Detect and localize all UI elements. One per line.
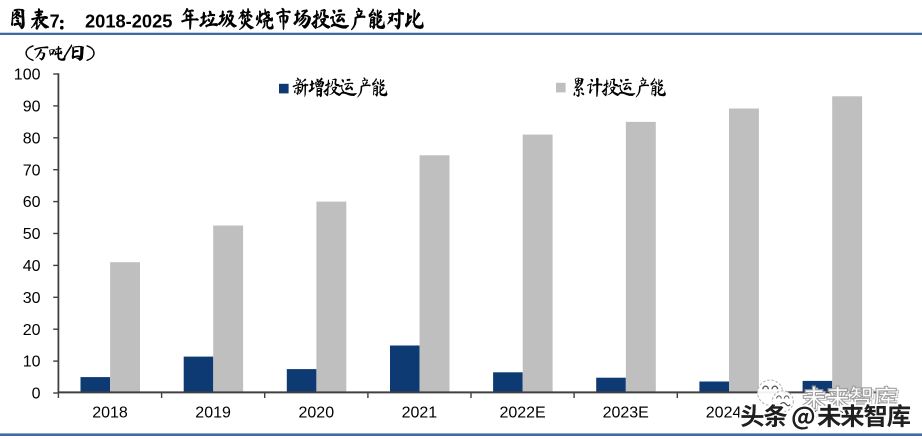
- svg-text:50: 50: [23, 226, 41, 243]
- svg-text:100: 100: [14, 67, 41, 84]
- svg-text:7: 7: [50, 12, 60, 32]
- svg-text:2019: 2019: [195, 405, 231, 422]
- svg-text:30: 30: [23, 290, 41, 307]
- svg-text:40: 40: [23, 258, 41, 275]
- svg-text:70: 70: [23, 162, 41, 179]
- svg-text:2021: 2021: [402, 405, 438, 422]
- svg-text:2020: 2020: [299, 405, 335, 422]
- svg-text:60: 60: [23, 194, 41, 211]
- svg-text:2018-2025: 2018-2025: [85, 11, 172, 32]
- svg-text:2022E: 2022E: [499, 405, 545, 422]
- svg-text:90: 90: [23, 99, 41, 116]
- svg-text:10: 10: [23, 354, 41, 371]
- svg-text:2023E: 2023E: [603, 405, 649, 422]
- svg-text:80: 80: [23, 130, 41, 147]
- svg-text:0: 0: [32, 386, 41, 403]
- svg-text:2018: 2018: [92, 405, 128, 422]
- svg-text:20: 20: [23, 322, 41, 339]
